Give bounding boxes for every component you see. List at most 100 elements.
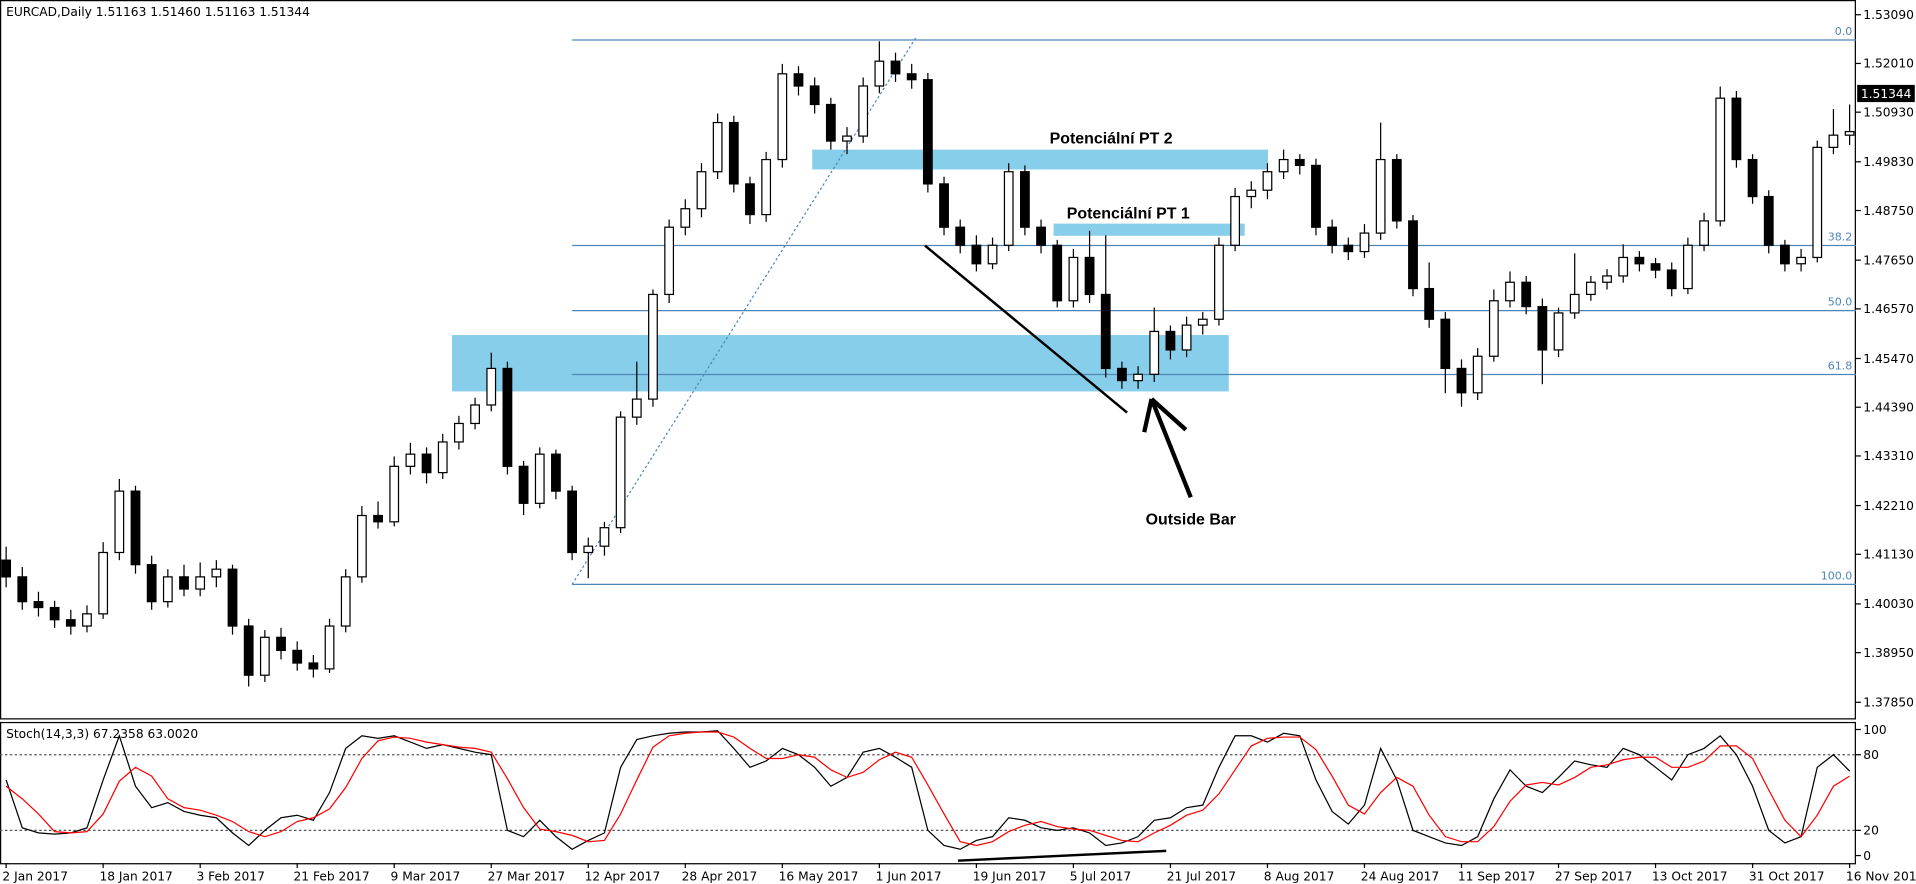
candle-body (65, 619, 76, 627)
candle-body (1812, 146, 1823, 259)
candle-body (1068, 256, 1079, 302)
x-tick-label: 11 Sep 2017 (1458, 869, 1536, 883)
y-tick-label: 1.52010 (1863, 57, 1914, 71)
candle-body (809, 85, 820, 106)
y-tick-label: 80 (1863, 748, 1879, 762)
y-tick-label: 1.50930 (1863, 105, 1914, 119)
candle-body (1747, 158, 1758, 198)
candle-body (1003, 171, 1014, 246)
x-tick-label: 5 Jul 2017 (1070, 869, 1131, 883)
y-tick-label: 1.37850 (1863, 696, 1914, 710)
candle-body (1278, 158, 1289, 173)
indicator-title: Stoch(14,3,3) 67.2358 63.0020 (6, 727, 198, 741)
candle-body (712, 121, 723, 173)
candle-body (1618, 256, 1629, 277)
fib-label: 0.0 (1835, 25, 1853, 38)
candle-body (1780, 244, 1790, 265)
y-tick-label: 20 (1863, 824, 1879, 838)
candle-body (922, 79, 933, 185)
candle-body (356, 514, 367, 578)
candle-body (1682, 244, 1693, 290)
main-frame (0, 0, 1856, 720)
arrow (1142, 397, 1193, 499)
candle-body (1715, 97, 1726, 222)
candle-body (421, 453, 432, 474)
candle-body (615, 416, 626, 529)
candle-body (324, 625, 335, 670)
x-tick-label: 18 Jan 2017 (99, 869, 172, 883)
y-tick-label: 1.53090 (1863, 8, 1914, 22)
candle-body (987, 244, 998, 265)
candle-body (17, 576, 28, 603)
candle-body (389, 465, 400, 523)
zone (452, 335, 1229, 392)
candle-body (1585, 281, 1596, 296)
candle-body (243, 625, 254, 676)
candle-body (534, 453, 545, 504)
candle-body (906, 73, 917, 81)
candle-body (98, 551, 109, 615)
candle-body (502, 367, 513, 467)
candle-body (1, 559, 12, 578)
candle-body (1391, 158, 1402, 222)
y-tick-label: 1.38950 (1863, 646, 1914, 660)
x-tick-label: 16 Nov 2017 (1846, 869, 1916, 883)
last-price-label: 1.51344 (1861, 87, 1912, 101)
candle-body (340, 576, 351, 627)
candle-body (114, 490, 125, 554)
candle-body (1844, 130, 1855, 136)
fib-label: 50.0 (1828, 296, 1853, 309)
y-tick-label: 1.49830 (1863, 155, 1914, 169)
candle-body (454, 422, 464, 443)
candle-body (1375, 158, 1386, 234)
annotation: Outside Bar (1146, 511, 1236, 528)
x-tick-label: 16 May 2017 (779, 869, 859, 883)
candle-body (777, 73, 788, 161)
candle-body (1537, 306, 1548, 351)
candle-body (276, 636, 286, 652)
y-tick-label: 1.47650 (1863, 253, 1914, 267)
candle-body (761, 158, 772, 216)
candle-body (1456, 367, 1467, 394)
x-tick-label: 8 Aug 2017 (1264, 869, 1335, 883)
y-tick-label: 1.46570 (1863, 302, 1914, 316)
candle-body (664, 226, 675, 296)
candle-body (1311, 164, 1321, 228)
candle-body (518, 465, 529, 504)
candle-body (82, 613, 92, 627)
candle-body (1553, 312, 1564, 351)
candle-body (583, 545, 594, 554)
zones (452, 149, 1268, 392)
candles (1, 41, 1855, 687)
candle-body (179, 576, 189, 590)
candle-body (1327, 226, 1338, 246)
candle-body (1731, 97, 1742, 161)
candle-body (470, 404, 480, 425)
candle-body (696, 171, 707, 210)
candle-body (211, 568, 222, 578)
candle-body (259, 636, 270, 676)
candle-body (1569, 293, 1580, 314)
candle-body (1424, 287, 1435, 320)
candle-body (1472, 355, 1483, 394)
candle-body (1214, 244, 1224, 320)
candle-body (195, 576, 206, 590)
candle-body (486, 367, 497, 406)
candle-body (1117, 367, 1127, 382)
candle-body (825, 103, 836, 142)
candle-body (955, 226, 966, 246)
zone (812, 149, 1268, 170)
last-price-box (1857, 84, 1915, 103)
x-tick-label: 31 Oct 2017 (1749, 869, 1825, 883)
candle-body (437, 441, 448, 474)
y-tick-label: 1.43310 (1863, 449, 1914, 463)
candle-body (1197, 318, 1208, 326)
candle-body (567, 490, 578, 554)
x-tick-label: 27 Mar 2017 (488, 869, 566, 883)
candle-body (551, 453, 561, 492)
candle-body (1440, 318, 1451, 370)
candle-body (680, 208, 691, 228)
candle-body (1246, 189, 1257, 198)
